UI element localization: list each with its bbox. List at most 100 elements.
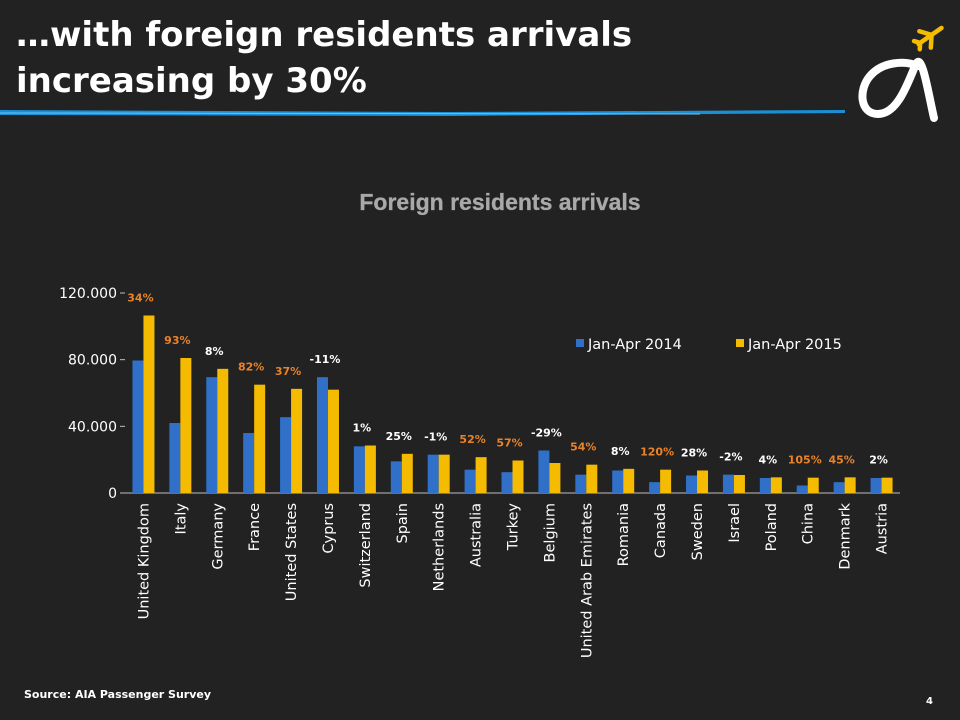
bar-2015	[586, 464, 598, 493]
x-tick-label: United States	[284, 503, 300, 601]
bar-2014	[390, 461, 402, 493]
bar-2014	[280, 417, 292, 493]
x-tick-label: United Arab Emirates	[579, 503, 595, 658]
x-tick-label: Austria	[875, 503, 891, 554]
chart-legend: Jan-Apr 2014 Jan-Apr 2015	[576, 337, 842, 353]
bar-2014	[501, 472, 513, 493]
growth-label: 8%	[205, 345, 224, 358]
bar-2014	[353, 446, 365, 493]
bar-2014	[169, 423, 181, 493]
growth-label: -29%	[531, 427, 562, 440]
growth-label: 28%	[681, 447, 707, 460]
bar-2014	[206, 377, 218, 493]
alpha-plane-logo-icon	[858, 25, 944, 122]
growth-label: 82%	[238, 361, 264, 374]
growth-label: 4%	[758, 453, 777, 466]
x-tick-label: Denmark	[838, 502, 854, 569]
growth-label: 45%	[828, 453, 854, 466]
bar-2014	[833, 482, 845, 493]
bar-2015	[770, 477, 782, 493]
bar-2015	[807, 477, 819, 493]
x-tick-label: Switzerland	[358, 503, 374, 588]
growth-label: 93%	[164, 334, 190, 347]
x-tick-label: United Kingdom	[136, 503, 152, 619]
bar-2014	[132, 360, 144, 493]
bar-2014	[796, 485, 808, 493]
bar-2015	[401, 453, 413, 493]
y-tick-label: 0	[108, 486, 117, 502]
bar-2015	[143, 315, 155, 493]
page-number: 4	[926, 696, 933, 707]
bar-2014	[870, 478, 882, 493]
legend-label: Jan-Apr 2014	[587, 337, 682, 353]
x-tick-label: Italy	[173, 503, 189, 535]
legend-label: Jan-Apr 2015	[747, 337, 842, 353]
bar-2015	[549, 463, 561, 493]
bar-2015	[475, 457, 487, 493]
bar-2014	[316, 377, 328, 493]
legend-swatch	[736, 339, 744, 347]
bar-2015	[844, 477, 856, 493]
growth-label: 1%	[353, 422, 372, 435]
bar-2015	[364, 445, 376, 493]
bar-2015	[438, 454, 450, 493]
growth-label-group: 34% 93% 8% 82% 37% -11% 1% 25% -1% 52% 57% -29% 54% 8…	[127, 292, 888, 467]
bar-2014	[649, 482, 661, 493]
bar-2014	[722, 474, 734, 493]
bar-2015	[327, 389, 339, 493]
growth-label: 57%	[496, 437, 522, 450]
bar-2015	[180, 358, 192, 493]
growth-label: 120%	[640, 446, 674, 459]
growth-label: -1%	[424, 431, 447, 444]
bar-2015	[660, 469, 672, 493]
legend-swatch	[576, 339, 584, 347]
x-tick-label: Cyprus	[321, 503, 337, 554]
growth-label: 8%	[611, 445, 630, 458]
x-tick-label-group: United Kingdom Italy Germany France United S…	[136, 502, 890, 658]
source-note: Source: AIA Passenger Survey	[24, 688, 212, 701]
y-tick-label: 40.000	[68, 419, 117, 435]
x-tick-label: Israel	[727, 503, 743, 543]
bar-2015	[291, 388, 303, 493]
growth-label: -2%	[719, 451, 742, 464]
bar-2014	[464, 469, 476, 493]
bar-2015	[881, 477, 893, 493]
x-tick-label: Turkey	[506, 503, 522, 552]
growth-label: 25%	[386, 430, 412, 443]
y-tick-label: 120.000	[59, 286, 117, 302]
x-tick-label: Spain	[395, 503, 411, 544]
growth-label: 2%	[869, 454, 888, 467]
growth-label: 34%	[127, 292, 153, 305]
bar-2015	[623, 468, 635, 493]
growth-label: 54%	[570, 441, 596, 454]
growth-label: -11%	[310, 353, 341, 366]
x-tick-label: Belgium	[542, 503, 558, 562]
growth-label: 105%	[788, 454, 822, 467]
x-tick-label: Germany	[210, 503, 226, 570]
bar-2015	[254, 384, 266, 493]
bar-2014	[759, 478, 771, 493]
y-tick-label: 80.000	[68, 353, 117, 369]
bar-2015	[733, 475, 745, 493]
bar-2015	[697, 470, 709, 493]
growth-label: 37%	[275, 365, 301, 378]
bar-2014	[612, 470, 624, 493]
x-tick-label: Poland	[764, 503, 780, 551]
bar-2014	[538, 450, 550, 493]
bar-2014	[427, 454, 439, 493]
x-tick-label: Netherlands	[432, 503, 448, 591]
bar-2014	[243, 433, 255, 493]
x-tick-label: France	[247, 503, 263, 551]
x-tick-label: Australia	[469, 503, 485, 567]
chart-title: Foreign residents arrivals	[359, 189, 640, 215]
x-tick-label: Canada	[653, 503, 669, 558]
bar-2015	[512, 460, 524, 493]
bar-2014	[686, 475, 698, 493]
x-tick-label: Romania	[616, 503, 632, 566]
x-tick-label: China	[801, 503, 817, 544]
x-tick-label: Sweden	[690, 503, 706, 560]
growth-label: 52%	[459, 433, 485, 446]
bar-2015	[217, 368, 229, 493]
bar-2014	[575, 474, 587, 493]
